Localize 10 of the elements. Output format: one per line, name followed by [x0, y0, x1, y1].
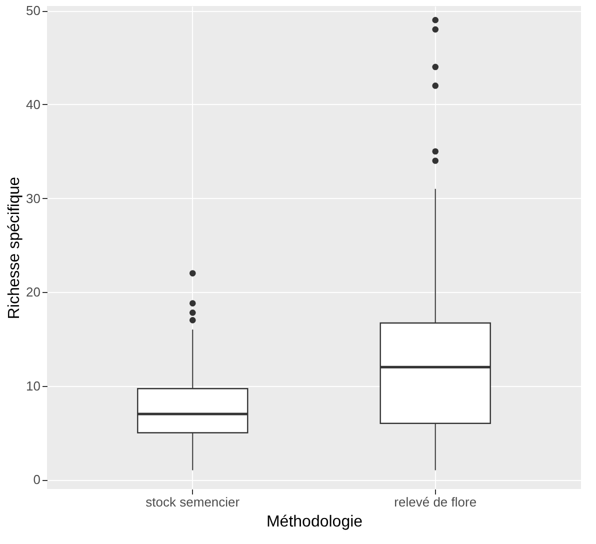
y-tick-label: 50 — [26, 3, 40, 18]
x-tick-label: stock semencier — [146, 494, 240, 510]
y-tick-label: 20 — [26, 284, 40, 300]
y-tick-label: 10 — [26, 378, 40, 394]
x-tick-label: relevé de flore — [394, 494, 477, 510]
y-tick-label: 40 — [26, 96, 40, 112]
y-tick-label: 30 — [26, 190, 40, 206]
y-axis-title: Richesse spécifique — [6, 176, 24, 320]
x-axis-title: Méthodologie — [266, 514, 363, 530]
y-tick-label: 0 — [33, 472, 40, 488]
